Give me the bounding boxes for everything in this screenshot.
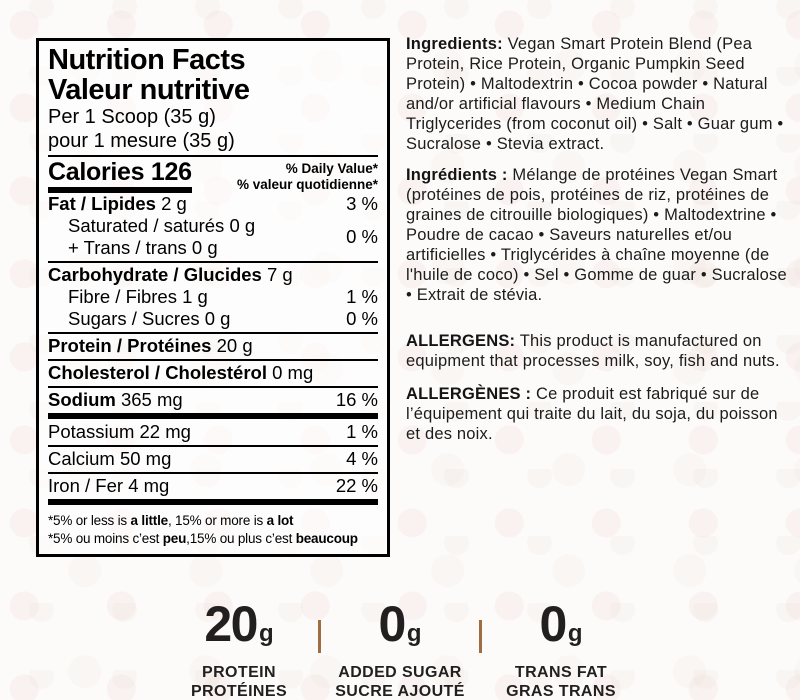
row-calcium-dv: 4 % xyxy=(346,448,378,469)
row-fibre: Fibre / Fibres 1 g 1 % xyxy=(68,286,378,307)
footnote-fr: *5% ou moins c’est peu,15% ou plus c’est… xyxy=(48,531,358,546)
row-calcium: Calcium 50 mg 4 % xyxy=(48,448,378,469)
allergens-en-paragraph: ALLERGENS: This product is manufactured … xyxy=(406,332,780,370)
divider-rule xyxy=(48,445,378,447)
callout-trans-fat: 0g TRANS FAT GRAS TRANS xyxy=(506,596,616,700)
divider-rule xyxy=(48,261,378,263)
row-fat-dv: 3 % xyxy=(346,193,378,214)
row-fibre-dv: 1 % xyxy=(346,286,378,307)
divider-rule xyxy=(48,155,378,157)
allergens-fr-paragraph: ALLERGÈNES : Ce produit est fabriqué sur… xyxy=(406,385,778,443)
row-sugars: Sugars / Sucres 0 g 0 % xyxy=(68,308,378,329)
row-saturated-trans: Saturated / saturés 0 g + Trans / trans … xyxy=(68,215,378,258)
thick-divider-bar xyxy=(48,413,378,419)
ingredients-en-paragraph: Ingredients: Vegan Smart Protein Blend (… xyxy=(406,35,784,153)
callout-divider xyxy=(318,620,321,653)
panel-title-fr: Valeur nutritive xyxy=(48,74,250,106)
divider-rule xyxy=(48,332,378,334)
panel-title-en: Nutrition Facts xyxy=(48,44,246,76)
row-protein: Protein / Protéines 20 g xyxy=(48,335,253,356)
nutrition-facts-panel: Nutrition Facts Valeur nutritive Per 1 S… xyxy=(36,38,390,557)
row-potassium: Potassium 22 mg 1 % xyxy=(48,421,378,442)
ingredients-column: Ingredients: Vegan Smart Protein Blend (… xyxy=(406,34,794,444)
row-sodium: Sodium 365 mg 16 % xyxy=(48,389,378,410)
row-carbohydrate: Carbohydrate / Glucides 7 g xyxy=(48,264,293,285)
macro-callouts: 20g PROTEIN PROTÉINES 0g ADDED SUGAR SUC… xyxy=(0,599,800,700)
divider-rule xyxy=(48,386,378,388)
daily-value-header: % Daily Value* % valeur quotidienne* xyxy=(236,161,378,192)
divider-rule xyxy=(48,359,378,361)
serving-size-en: Per 1 Scoop (35 g) xyxy=(48,106,216,128)
calories-underline xyxy=(48,187,192,193)
row-iron: Iron / Fer 4 mg 22 % xyxy=(48,475,378,496)
footnote-en: *5% or less is a little, 15% or more is … xyxy=(48,513,294,528)
callout-added-sugar: 0g ADDED SUGAR SUCRE AJOUTÉ xyxy=(335,596,465,700)
row-cholesterol: Cholesterol / Cholestérol 0 mg xyxy=(48,362,314,383)
thick-divider-bar xyxy=(48,499,378,505)
footnotes: *5% or less is a little, 15% or more is … xyxy=(48,512,378,548)
row-potassium-dv: 1 % xyxy=(346,421,378,442)
calories-value: Calories 126 xyxy=(48,159,192,193)
row-fat: Fat / Lipides 2 g 3 % xyxy=(48,193,378,214)
calories-row: Calories 126 % Daily Value* % valeur quo… xyxy=(48,159,378,193)
row-sugars-dv: 0 % xyxy=(346,308,378,329)
callout-protein: 20g PROTEIN PROTÉINES xyxy=(190,596,288,700)
row-sodium-dv: 16 % xyxy=(335,389,378,410)
serving-size-fr: pour 1 mesure (35 g) xyxy=(48,130,235,152)
row-iron-dv: 22 % xyxy=(335,475,378,496)
row-saturated-trans-dv: 0 % xyxy=(346,226,378,247)
callout-divider xyxy=(479,620,482,653)
ingredients-fr-paragraph: Ingrédients : Mélange de protéines Vegan… xyxy=(406,166,787,304)
divider-rule xyxy=(48,472,378,474)
